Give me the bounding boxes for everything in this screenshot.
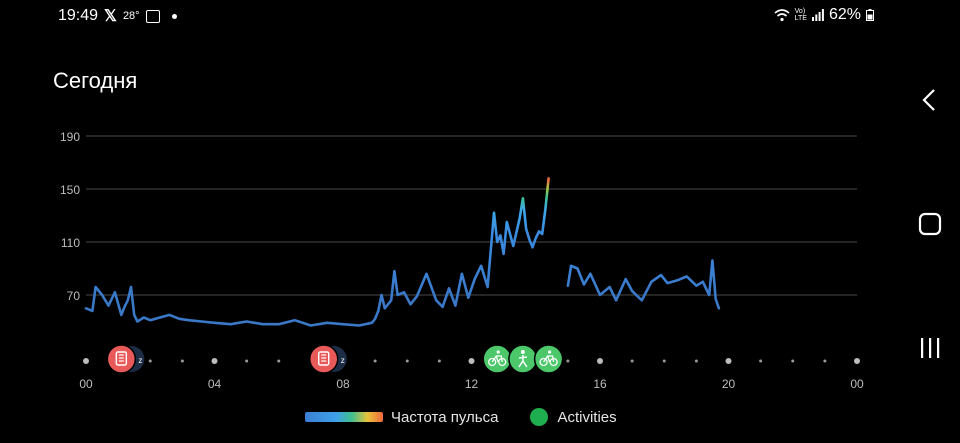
x-axis-dot bbox=[277, 359, 281, 363]
walking-marker[interactable] bbox=[508, 344, 538, 374]
legend-activities-label: Activities bbox=[557, 408, 617, 426]
x-axis-dot bbox=[630, 359, 634, 363]
x-axis-dot bbox=[405, 359, 409, 363]
heart-rate-series-line bbox=[566, 259, 721, 310]
x-axis-dot bbox=[437, 359, 441, 363]
heart-rate-gradient-swatch bbox=[305, 412, 383, 422]
x-axis-dot bbox=[791, 359, 795, 363]
heart-rate-chart: 70 110 150 190 00 04 08 12 16 20 00 z z bbox=[60, 130, 864, 391]
y-tick-label: 190 bbox=[60, 130, 80, 144]
bike-rider-head-icon bbox=[548, 350, 552, 354]
recent-apps-icon bbox=[921, 338, 940, 358]
back-button[interactable] bbox=[914, 84, 946, 116]
y-tick-label: 70 bbox=[67, 289, 81, 303]
x-tick-label: 12 bbox=[465, 377, 479, 391]
walker-head-icon bbox=[520, 350, 525, 354]
x-axis-dot bbox=[854, 358, 860, 364]
x-tick-label: 08 bbox=[336, 377, 350, 391]
x-axis-dot bbox=[211, 358, 218, 364]
chart-legend: Частота пульса Activities bbox=[305, 408, 617, 426]
x-axis-dot bbox=[694, 359, 698, 363]
home-square-icon bbox=[918, 212, 942, 236]
system-navigation-bar bbox=[900, 60, 960, 400]
x-axis-dot bbox=[148, 359, 152, 363]
more-notifications-dot-icon bbox=[171, 13, 177, 19]
chevron-left-icon bbox=[922, 89, 935, 111]
weather-temperature: 28° bbox=[122, 10, 140, 22]
walker-body-icon bbox=[518, 355, 528, 368]
wifi-icon bbox=[774, 9, 790, 22]
heart-rate-series-line bbox=[84, 177, 550, 327]
volte-indicator: Vo) LTE bbox=[794, 8, 807, 22]
x-axis-dot bbox=[83, 358, 89, 364]
notification-box-icon bbox=[145, 9, 160, 23]
report-icon bbox=[115, 351, 128, 366]
status-bar: 19:49 𝕏 28° Vo) LTE 62% bbox=[0, 0, 960, 32]
x-axis-dot bbox=[597, 358, 603, 364]
x-axis-dot bbox=[180, 359, 184, 363]
legend-heart-rate-label: Частота пульса bbox=[391, 408, 499, 426]
x-axis-dot bbox=[245, 359, 249, 363]
page-title: Сегодня bbox=[53, 68, 138, 93]
bike-wheel-icon bbox=[539, 357, 548, 367]
home-button[interactable] bbox=[914, 208, 946, 240]
x-axis-dot bbox=[373, 359, 377, 363]
sleep-report-marker[interactable]: z bbox=[308, 344, 347, 374]
x-axis-dot bbox=[823, 359, 827, 363]
x-tick-label: 16 bbox=[593, 377, 607, 391]
activities-swatch bbox=[530, 408, 549, 426]
x-axis-dot bbox=[759, 359, 763, 363]
y-tick-label: 110 bbox=[61, 236, 80, 250]
x-tick-label: 00 bbox=[850, 377, 864, 391]
report-icon bbox=[318, 351, 330, 366]
sleep-report-marker[interactable]: z bbox=[106, 344, 145, 374]
y-tick-label: 150 bbox=[60, 183, 80, 197]
x-axis-dot bbox=[662, 359, 666, 363]
cycling-marker[interactable] bbox=[533, 344, 564, 374]
x-tick-label: 00 bbox=[79, 377, 93, 391]
signal-icon bbox=[811, 9, 824, 21]
cycling-marker[interactable] bbox=[482, 344, 512, 374]
marker-circle bbox=[308, 344, 339, 374]
sleep-z-icon: z bbox=[138, 356, 142, 365]
x-tick-label: 04 bbox=[208, 377, 222, 391]
bike-frame-icon bbox=[543, 355, 555, 363]
x-axis-dot bbox=[566, 359, 570, 363]
x-app-icon: 𝕏 bbox=[104, 8, 117, 25]
x-tick-label: 20 bbox=[722, 377, 736, 391]
marker-circle bbox=[106, 344, 137, 374]
sleep-z-icon: z bbox=[341, 356, 345, 365]
x-axis-dot bbox=[468, 358, 475, 364]
battery-icon bbox=[866, 9, 874, 21]
clock: 19:49 bbox=[58, 7, 99, 24]
bike-rider-head-icon bbox=[496, 350, 500, 354]
recent-apps-button[interactable] bbox=[914, 332, 946, 364]
bike-wheel-icon bbox=[488, 357, 497, 367]
bike-frame-icon bbox=[491, 355, 503, 363]
battery-level: 62% bbox=[828, 6, 861, 23]
x-axis-dot bbox=[725, 358, 732, 364]
